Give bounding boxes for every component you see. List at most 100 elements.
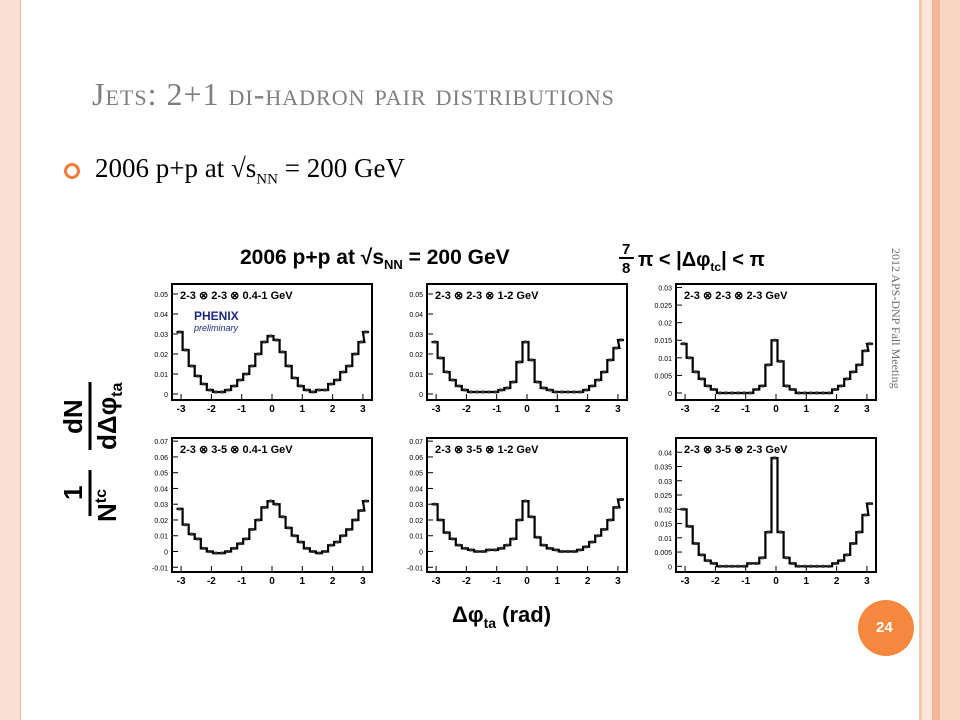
x-tick-label: -1 bbox=[492, 576, 501, 587]
border-stripe bbox=[922, 0, 932, 720]
data-point bbox=[481, 390, 485, 394]
y-tick-label: 0 bbox=[419, 392, 423, 399]
histogram-line bbox=[431, 338, 624, 394]
data-point bbox=[821, 564, 825, 568]
data-point bbox=[833, 561, 837, 565]
data-point bbox=[190, 532, 194, 536]
y-tick-label: 0.04 bbox=[409, 486, 423, 493]
data-point bbox=[760, 384, 764, 388]
data-point bbox=[268, 499, 272, 503]
y-tick-label: 0.01 bbox=[409, 534, 423, 541]
x-tick-label: -3 bbox=[177, 404, 186, 415]
data-point bbox=[742, 391, 746, 395]
data-point bbox=[220, 551, 224, 555]
x-tick-label: 0 bbox=[269, 404, 275, 415]
x-tick-label: 0 bbox=[524, 404, 530, 415]
data-point bbox=[511, 380, 515, 384]
x-tick-label: -2 bbox=[462, 576, 471, 587]
panel-title: 2-3 ⊗ 2-3 ⊗ 1-2 GeV bbox=[435, 290, 539, 302]
data-point bbox=[536, 535, 540, 539]
y-tick-label: 0.05 bbox=[409, 471, 423, 478]
data-point bbox=[311, 550, 315, 554]
data-point bbox=[238, 542, 242, 546]
x-tick-label: -1 bbox=[492, 404, 501, 415]
y-tick-label: 0.03 bbox=[658, 479, 672, 486]
data-point bbox=[536, 380, 540, 384]
data-point bbox=[827, 564, 831, 568]
x-tick-label: -2 bbox=[711, 576, 720, 587]
data-point bbox=[511, 537, 515, 541]
data-point bbox=[584, 545, 588, 549]
data-point bbox=[293, 376, 297, 380]
figure-header-fraction-num: 7 bbox=[622, 241, 630, 258]
data-point bbox=[809, 391, 813, 395]
data-point bbox=[196, 537, 200, 541]
data-point bbox=[724, 391, 728, 395]
data-point bbox=[560, 390, 564, 394]
x-tick-label: 0 bbox=[773, 576, 779, 587]
x-tick-label: 1 bbox=[555, 576, 561, 587]
data-point bbox=[433, 502, 437, 506]
x-tick-label: -3 bbox=[177, 576, 186, 587]
data-point bbox=[694, 541, 698, 545]
data-point bbox=[730, 391, 734, 395]
data-point bbox=[736, 564, 740, 568]
data-point bbox=[244, 537, 248, 541]
panel-title: 2-3 ⊗ 2-3 ⊗ 0.4-1 GeV bbox=[180, 290, 293, 302]
xlabel-sub: ta bbox=[484, 615, 497, 631]
x-tick-label: -2 bbox=[207, 576, 216, 587]
y-tick-label: 0 bbox=[419, 550, 423, 557]
x-tick-label: -1 bbox=[237, 404, 246, 415]
data-point bbox=[232, 384, 236, 388]
data-point bbox=[341, 370, 345, 374]
chart-panel-6: 0 0.005 0.01 0.015 0.02 0.025 0.03 0.035 0.04 -3 -… bbox=[654, 437, 877, 587]
y-tick-label: 0.05 bbox=[154, 471, 168, 478]
data-point bbox=[244, 372, 248, 376]
data-point bbox=[590, 540, 594, 544]
x-tick-label: -3 bbox=[681, 404, 690, 415]
data-point bbox=[275, 502, 279, 506]
y-tick-label: 0 bbox=[668, 391, 672, 398]
ylabel-den-sub: ta bbox=[109, 383, 126, 397]
data-point bbox=[596, 534, 600, 538]
data-point bbox=[754, 561, 758, 565]
data-point bbox=[596, 378, 600, 382]
data-point bbox=[517, 360, 521, 364]
data-point bbox=[530, 358, 534, 362]
data-point bbox=[469, 548, 473, 552]
data-point bbox=[347, 364, 351, 368]
data-point bbox=[208, 550, 212, 554]
data-point bbox=[839, 559, 843, 563]
y-tick-label: 0.015 bbox=[654, 522, 672, 529]
y-tick-label: 0.03 bbox=[409, 502, 423, 509]
y-tick-label: 0.01 bbox=[409, 372, 423, 379]
data-point bbox=[250, 527, 254, 531]
x-tick-label: -3 bbox=[681, 576, 690, 587]
data-point bbox=[706, 559, 710, 563]
y-tick-label: 0.04 bbox=[154, 312, 168, 319]
bullet-item: 2006 p+p at √sNN = 200 GeV bbox=[64, 153, 405, 188]
phenix-logo-preliminary: preliminary bbox=[193, 323, 239, 333]
data-point bbox=[475, 550, 479, 554]
data-point bbox=[815, 564, 819, 568]
figure-header-right: π < |Δφtc| < π bbox=[638, 249, 765, 274]
conference-footer: 2012 APS-DNP Fall Meeting bbox=[889, 248, 903, 389]
data-point bbox=[560, 550, 564, 554]
data-point bbox=[548, 546, 552, 550]
x-tick-label: 2 bbox=[585, 404, 591, 415]
y-tick-label: 0.05 bbox=[409, 292, 423, 299]
panel-title: 2-3 ⊗ 3-5 ⊗ 2-3 GeV bbox=[684, 444, 788, 456]
data-point bbox=[619, 338, 623, 342]
page-number-badge bbox=[858, 600, 914, 656]
x-tick-label: 1 bbox=[555, 404, 561, 415]
data-point bbox=[311, 390, 315, 394]
slide-left-border bbox=[0, 0, 20, 720]
data-point bbox=[214, 551, 218, 555]
ylabel-den-main: dΔφ bbox=[92, 397, 122, 450]
x-tick-label: 0 bbox=[773, 404, 779, 415]
data-point bbox=[463, 546, 467, 550]
data-point bbox=[608, 518, 612, 522]
data-point bbox=[262, 340, 266, 344]
data-point bbox=[791, 387, 795, 391]
data-point bbox=[682, 342, 686, 346]
